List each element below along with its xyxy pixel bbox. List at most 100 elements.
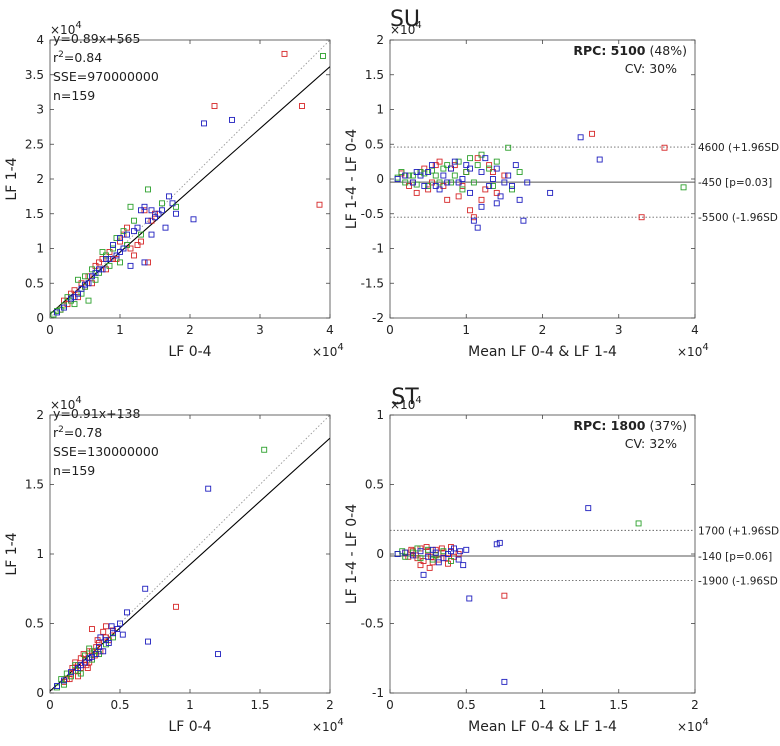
x-tick-label: 1.5: [250, 698, 269, 712]
ref-line-label-0: 1700 (+1.96SD: [698, 525, 779, 537]
point-red: [92, 262, 99, 269]
point-blue: [445, 551, 451, 557]
y-tick-label: 0: [376, 547, 384, 561]
point-red: [106, 249, 113, 255]
axes-box: [389, 39, 696, 319]
point-blue: [78, 285, 85, 292]
y-tick-label: 1.5: [25, 207, 44, 221]
point-blue: [190, 216, 197, 223]
point-blue: [496, 539, 503, 546]
point-blue: [577, 134, 584, 141]
point-green: [516, 169, 523, 176]
point-blue: [142, 585, 149, 592]
point-green: [71, 301, 78, 308]
x-tick-label: 0.5: [110, 698, 129, 712]
point-blue: [444, 179, 451, 186]
point-blue: [420, 571, 427, 578]
panel-3: 0 0.5 1 1.5 2 -1 -0.5 0 0.5 1 ×104 ×104 Mean LF 0-4 …: [344, 395, 779, 735]
point-blue: [215, 651, 221, 658]
point-green: [61, 681, 67, 688]
point-green: [77, 670, 84, 677]
point-blue: [82, 281, 88, 288]
y-tick-label: 0: [376, 172, 384, 186]
point-red: [467, 207, 474, 214]
x-axis-label: Mean LF 0-4 & LF 1-4: [468, 344, 617, 360]
point-blue: [501, 179, 508, 186]
point-blue: [86, 655, 93, 662]
point-blue: [409, 179, 416, 186]
stat-line-0: y=0.89x+565: [53, 31, 140, 46]
x-tick-label: 0: [46, 698, 54, 712]
point-red: [152, 210, 158, 217]
rpc-text: RPC: 1800 (37%): [573, 418, 687, 433]
point-blue: [71, 294, 78, 301]
x-tick-label: 1: [462, 323, 470, 337]
point-red: [85, 273, 92, 280]
cv-text: CV: 30%: [625, 61, 677, 76]
point-blue: [497, 193, 504, 200]
point-green: [86, 645, 93, 652]
point-red: [432, 162, 439, 169]
y-tick-label: 0: [36, 311, 44, 325]
point-blue: [402, 549, 409, 556]
point-red: [173, 603, 179, 610]
point-green: [110, 245, 116, 252]
point-red: [493, 189, 500, 196]
point-blue: [455, 556, 462, 563]
point-blue: [117, 620, 123, 627]
point-green: [68, 673, 74, 680]
point-green: [635, 520, 642, 527]
point-blue: [85, 280, 92, 287]
point-red: [145, 259, 151, 266]
y-tick-label: 2.5: [25, 137, 44, 151]
point-blue: [148, 231, 155, 238]
point-green: [489, 182, 496, 189]
point-blue: [436, 186, 443, 193]
plot-area: [50, 40, 330, 318]
point-blue: [470, 217, 477, 224]
point-green: [478, 151, 485, 158]
ref-line-label-0: 4600 (+1.96SD: [698, 142, 779, 154]
point-red: [448, 544, 454, 550]
stat-line-3: n=159: [53, 88, 95, 103]
point-blue: [432, 182, 439, 189]
point-green: [127, 203, 134, 210]
y-tick-label: 2: [376, 33, 384, 47]
stat-line-0: y=0.91x+138: [53, 406, 140, 421]
point-green: [82, 273, 88, 280]
point-red: [425, 186, 432, 193]
point-blue: [100, 648, 107, 655]
y-tick-label: -0.5: [361, 207, 384, 221]
panel-2: 0 0.5 1 1.5 2 0 0.5 1 1.5 2 ×104 ×104 LF 0-4 LF 1-4 y=…: [4, 395, 344, 735]
point-green: [409, 172, 416, 179]
x-exponent-label: ×104: [677, 717, 709, 734]
plot-area: [50, 415, 330, 693]
point-blue: [166, 193, 172, 200]
point-blue: [205, 485, 212, 492]
point-blue: [509, 182, 515, 189]
point-green: [99, 249, 106, 255]
point-blue: [402, 172, 409, 179]
point-green: [432, 172, 439, 179]
point-red: [89, 626, 95, 633]
point-green: [103, 252, 109, 259]
x-tick-label: 4: [326, 323, 334, 337]
point-blue: [120, 245, 127, 252]
row-title-st: ST: [391, 385, 419, 410]
identity-line: [50, 415, 330, 693]
point-blue: [96, 644, 102, 651]
point-green: [113, 235, 120, 242]
point-blue: [482, 155, 489, 162]
point-blue: [229, 116, 235, 123]
point-blue: [394, 176, 401, 182]
y-exponent-label: ×104: [390, 20, 422, 37]
point-blue: [394, 551, 401, 557]
point-red: [316, 201, 323, 208]
point-red: [474, 155, 481, 162]
point-blue: [413, 169, 420, 176]
point-green: [467, 155, 474, 162]
point-blue: [173, 210, 179, 217]
point-green: [159, 200, 165, 207]
ref-line-label-2: -5500 (-1.96SD: [698, 212, 778, 224]
point-blue: [105, 640, 112, 646]
